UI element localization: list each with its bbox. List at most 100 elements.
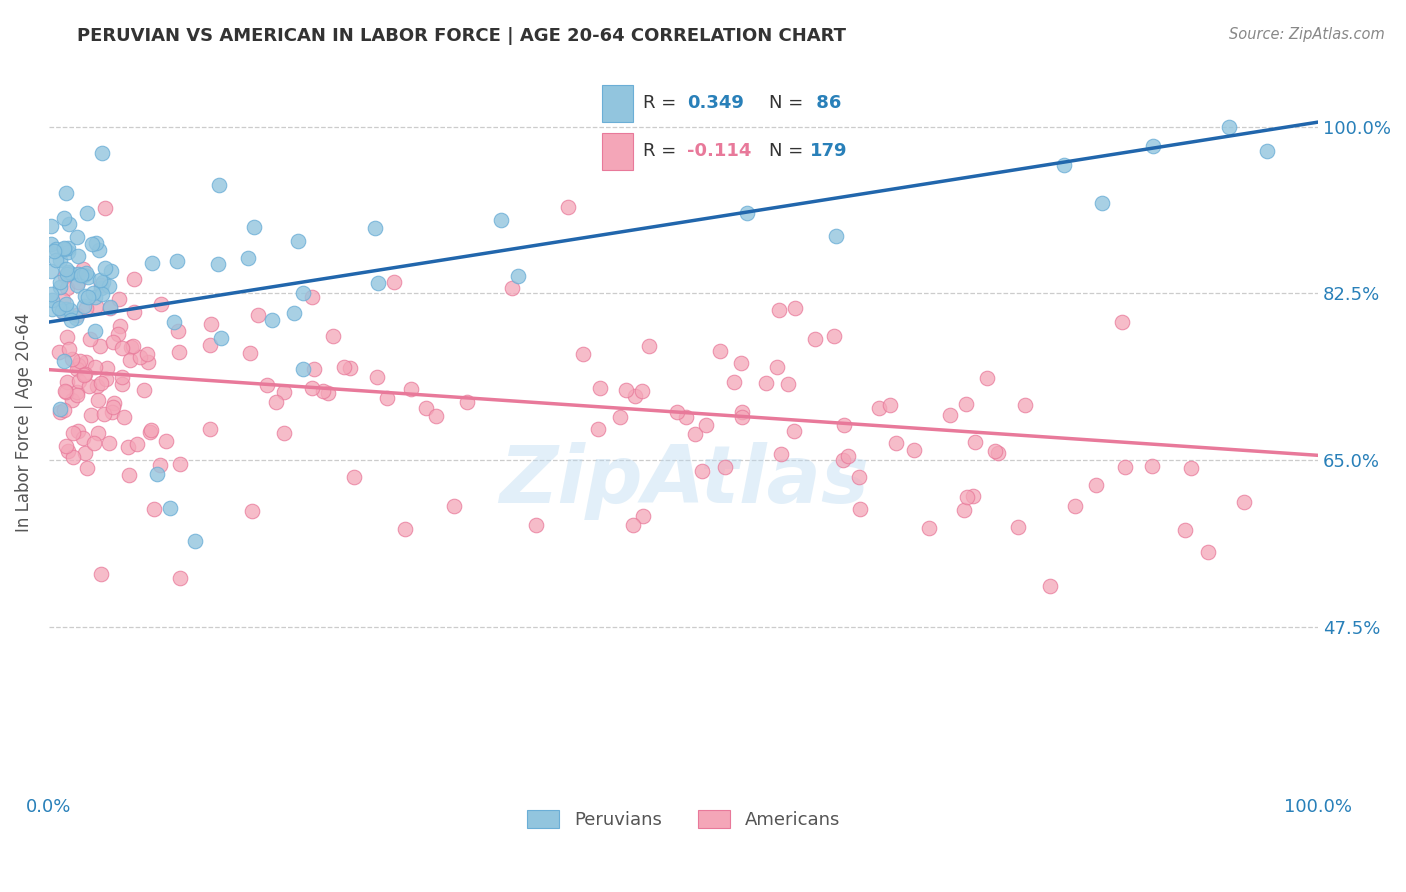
Point — [103, 400, 125, 414]
Point — [69, 354, 91, 368]
Point — [56, 265, 79, 279]
Point — [976, 370, 998, 384]
Point — [163, 315, 186, 329]
Point — [73, 446, 96, 460]
Point — [301, 381, 323, 395]
Point — [91, 286, 114, 301]
Point — [879, 398, 901, 412]
Point — [273, 385, 295, 400]
Point — [848, 501, 870, 516]
Point — [609, 410, 631, 425]
Point — [118, 353, 141, 368]
Point — [302, 362, 325, 376]
Point — [73, 299, 96, 313]
Point — [770, 447, 793, 461]
Point — [80, 236, 103, 251]
Point — [868, 401, 890, 415]
Point — [55, 297, 77, 311]
Point — [67, 249, 90, 263]
Point — [364, 220, 387, 235]
Point — [83, 435, 105, 450]
Point — [49, 279, 72, 293]
Point — [614, 383, 637, 397]
Point — [834, 418, 856, 433]
Point — [200, 317, 222, 331]
Point — [316, 385, 339, 400]
Point — [242, 219, 264, 234]
Point — [75, 355, 97, 369]
Point — [169, 457, 191, 471]
Point — [768, 303, 790, 318]
Point — [339, 360, 361, 375]
Point — [1197, 545, 1219, 559]
Point — [848, 469, 870, 483]
Point — [48, 301, 70, 315]
Point — [67, 275, 90, 289]
Point — [66, 385, 89, 400]
Point — [60, 351, 83, 366]
Text: N =: N = — [769, 94, 810, 112]
Legend: Peruvians, Americans: Peruvians, Americans — [520, 803, 848, 837]
Point — [1039, 579, 1062, 593]
Point — [39, 264, 62, 278]
Point — [394, 522, 416, 536]
Point — [49, 252, 72, 267]
Point — [683, 427, 706, 442]
Point — [127, 437, 149, 451]
Point — [1111, 315, 1133, 329]
Point — [755, 376, 778, 391]
Point — [122, 305, 145, 319]
Point — [84, 235, 107, 250]
Point — [101, 405, 124, 419]
Point — [66, 277, 89, 292]
Point — [256, 377, 278, 392]
Point — [103, 396, 125, 410]
Point — [55, 439, 77, 453]
Point — [87, 243, 110, 257]
Point — [53, 402, 76, 417]
Point — [837, 450, 859, 464]
Point — [675, 409, 697, 424]
Point — [832, 452, 855, 467]
Point — [983, 444, 1005, 458]
Point — [117, 441, 139, 455]
Point — [332, 360, 354, 375]
Point — [66, 309, 89, 323]
Point — [134, 384, 156, 398]
Point — [120, 340, 142, 354]
Point — [49, 275, 72, 289]
Point — [58, 217, 80, 231]
Point — [67, 425, 90, 439]
Point — [56, 329, 79, 343]
Point — [1007, 520, 1029, 534]
Text: 86: 86 — [810, 94, 842, 112]
Point — [1256, 144, 1278, 158]
Point — [55, 262, 77, 277]
Point — [695, 417, 717, 432]
Point — [52, 242, 75, 256]
Point — [97, 278, 120, 293]
Point — [84, 299, 107, 313]
Point — [630, 384, 652, 398]
Point — [557, 200, 579, 214]
Point — [93, 408, 115, 422]
Point — [443, 500, 465, 514]
Point — [91, 275, 114, 289]
Point — [111, 369, 134, 384]
Point — [76, 461, 98, 475]
Point — [56, 242, 79, 256]
Point — [39, 286, 62, 301]
Point — [776, 377, 799, 392]
Point — [159, 500, 181, 515]
Text: ZipAtlas: ZipAtlas — [499, 442, 869, 520]
Point — [963, 435, 986, 450]
Point — [273, 425, 295, 440]
Point — [425, 409, 447, 424]
Point — [209, 331, 232, 345]
Point — [41, 301, 63, 316]
Point — [987, 445, 1010, 459]
Point — [730, 356, 752, 370]
Point — [367, 276, 389, 290]
Point — [75, 368, 97, 382]
Point — [121, 339, 143, 353]
